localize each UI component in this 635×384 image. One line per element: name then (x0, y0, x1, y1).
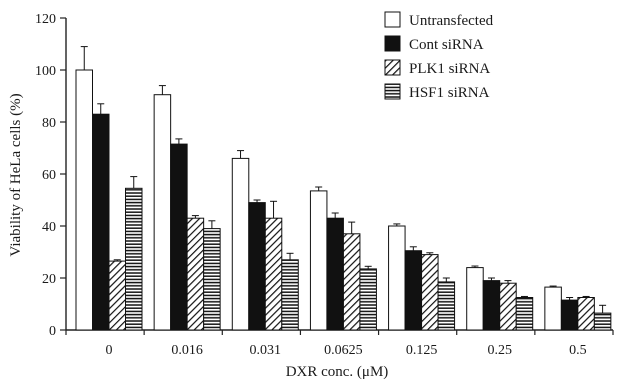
bar-white-0 (75, 69, 93, 331)
bar-diagonal-0.125 (421, 254, 439, 331)
legend-swatch-black (384, 35, 401, 52)
bar-horizontal-0 (125, 187, 143, 331)
bar-black-0.031 (248, 202, 266, 331)
bar-diagonal-0.016 (186, 217, 205, 331)
bar-black-0.5 (560, 299, 579, 331)
legend: Untransfected Cont siRNA PLK1 siRNA HSF1 si… (384, 11, 494, 101)
bar-horizontal-0.5 (593, 312, 612, 331)
bar-horizontal-0.125 (437, 281, 456, 331)
bar-diagonal-0.0625 (342, 233, 361, 331)
bar-horizontal-0.25 (515, 297, 534, 331)
x-tick-label-0.25: 0.25 (487, 343, 512, 358)
plot-area: 0 20 40 60 80 100 120 0 0.016 0.031 0.0625 0.125 0.2… (35, 12, 614, 358)
bar-horizontal-0.016 (203, 228, 221, 331)
bar-diagonal-0.5 (577, 297, 595, 331)
x-axis-label: DXR conc. (μM) (286, 364, 389, 380)
y-tick-label: 0 (49, 324, 56, 339)
legend-swatch-white (384, 11, 401, 28)
bar-white-0.25 (466, 267, 484, 331)
bar-white-0.0625 (309, 190, 328, 331)
x-tick-label-0: 0 (106, 343, 113, 358)
bar-black-0.016 (170, 143, 188, 331)
y-tick-label: 40 (42, 220, 56, 235)
bar-white-0.5 (544, 286, 562, 331)
bar-white-0.125 (388, 225, 406, 331)
legend-label: HSF1 siRNA (409, 85, 490, 101)
y-tick-label: 60 (42, 168, 56, 183)
bar-diagonal-0.25 (499, 282, 517, 331)
bar-black-0 (92, 113, 110, 331)
y-tick-label: 100 (35, 64, 56, 79)
y-tick-label: 80 (42, 116, 56, 131)
bar-black-0.25 (482, 280, 501, 331)
x-tick-label-0.0625: 0.0625 (324, 343, 363, 358)
y-tick-label: 20 (42, 272, 56, 287)
x-tick-label-0.5: 0.5 (569, 343, 587, 358)
y-axis-label: Viability of HeLa cells (%) (8, 93, 24, 256)
bar-horizontal-0.0625 (359, 268, 377, 331)
legend-swatch-horizontal (384, 83, 401, 100)
bar-horizontal-0.031 (281, 259, 299, 331)
y-tick-label: 120 (35, 12, 56, 27)
bar-black-0.125 (404, 250, 423, 331)
bar-white-0.016 (153, 94, 172, 331)
x-tick-label-0.016: 0.016 (171, 343, 203, 358)
bar-diagonal-0.031 (264, 217, 283, 331)
x-tick-label-0.125: 0.125 (406, 343, 438, 358)
bar-black-0.0625 (326, 217, 344, 331)
bar-diagonal-0 (108, 260, 126, 331)
x-tick-label-0.031: 0.031 (250, 343, 282, 358)
legend-swatch-diagonal (384, 59, 401, 76)
legend-label: Untransfected (409, 13, 494, 29)
bar-white-0.031 (231, 157, 250, 331)
legend-label: PLK1 siRNA (409, 61, 490, 77)
legend-label: Cont siRNA (409, 37, 484, 53)
